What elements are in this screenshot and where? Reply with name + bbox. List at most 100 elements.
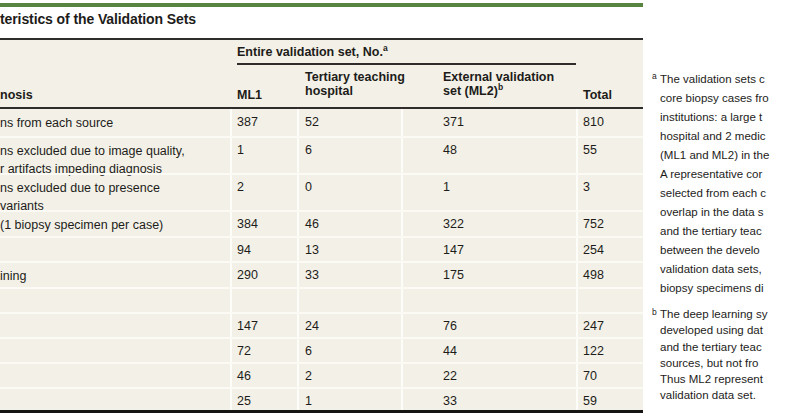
row-label: (1 biopsy specimen per case) [0, 217, 163, 235]
column-header-text: set (ML2) [443, 84, 498, 98]
cell-hospital: 33 [305, 268, 319, 282]
cell-hospital: 6 [305, 344, 312, 358]
footnote-line: institutions: a large t [660, 108, 800, 127]
cell-ml1: 94 [237, 243, 251, 257]
footnote-b-marker: b [652, 307, 657, 317]
cell-hospital: 46 [305, 217, 319, 231]
cell-hospital: 1 [305, 394, 312, 408]
span-header-entire-validation-set: Entire validation set, No.a [237, 45, 388, 59]
cell-ml2: 76 [443, 319, 457, 333]
cell-total: 3 [583, 180, 590, 194]
cell-ml1: 25 [237, 394, 251, 408]
cell-hospital: 13 [305, 243, 319, 257]
column-header-line: set (ML2)b [443, 84, 554, 98]
header-rule [0, 107, 643, 109]
table-accent-bar [0, 3, 643, 7]
table-row: (1 biopsy specimen per case) 384 46 322 … [0, 210, 643, 236]
footnote-a-marker: a [652, 71, 657, 81]
cell-hospital: 2 [305, 369, 312, 383]
footnote-line: and the tertiary teac [660, 222, 800, 241]
cell-hospital: 6 [305, 143, 312, 157]
column-header-total: Total [583, 88, 612, 102]
row-label: ining [0, 268, 26, 286]
cell-ml2: 322 [443, 217, 464, 231]
validation-sets-table: Entire validation set, No.a nosis ML1 Te… [0, 38, 643, 413]
column-header-external-ml2: External validation set (ML2)b [443, 70, 554, 98]
column-header-footnote-marker: b [498, 82, 503, 92]
column-header-ml1: ML1 [237, 88, 262, 102]
cell-total: 55 [583, 143, 597, 157]
cell-ml1: 384 [237, 217, 258, 231]
row-label-line: (1 biopsy specimen per case) [0, 217, 163, 235]
span-header-rule [237, 63, 576, 65]
footnote-b-text: The deep learning sy developed using dat… [660, 306, 800, 404]
table-row: ining 290 33 175 498 [0, 261, 643, 287]
row-label-line: ns from each source [0, 115, 113, 133]
cell-ml2: 147 [443, 243, 464, 257]
cell-ml2: 33 [443, 394, 457, 408]
table-row: 94 13 147 254 [0, 236, 643, 261]
paper-table-figure: teristics of the Validation Sets Entire … [0, 0, 800, 419]
footnote-line: The deep learning sy [660, 306, 800, 322]
column-header-tertiary-hospital: Tertiary teaching hospital [305, 70, 405, 98]
table-row: ns from each source 387 52 371 810 [0, 110, 643, 136]
footnote-line: The validation sets c [660, 70, 800, 89]
cell-ml2: 22 [443, 369, 457, 383]
table-row: ns excluded due to image quality, r arti… [0, 136, 643, 173]
footnote-line: (ML1 and ML2) in the [660, 146, 800, 165]
column-header-diagnosis: nosis [0, 88, 33, 102]
cell-hospital: 24 [305, 319, 319, 333]
row-label-line: ining [0, 268, 26, 286]
cell-ml1: 387 [237, 115, 258, 129]
footnote-line: A representative cor [660, 165, 800, 184]
cell-total: 70 [583, 369, 597, 383]
table-row: 72 6 44 122 [0, 337, 643, 362]
span-header-footnote-marker: a [383, 43, 388, 53]
footnote-line: selected from each c [660, 184, 800, 203]
footnote-line: validation data set. [660, 387, 800, 403]
row-label: ns from each source [0, 115, 113, 133]
cell-ml1: 72 [237, 344, 251, 358]
row-label-line: ns excluded due to presence [0, 180, 160, 198]
footnote-line: overlap in the data s [660, 203, 800, 222]
table-row: 46 2 22 70 [0, 362, 643, 387]
footnote-a: a The validation sets c core biopsy case… [652, 70, 800, 298]
footnote-a-text: The validation sets c core biopsy cases … [660, 70, 800, 298]
cell-ml2: 48 [443, 143, 457, 157]
table-title: teristics of the Validation Sets [0, 11, 196, 27]
cell-ml1: 1 [237, 143, 244, 157]
cell-total: 752 [583, 217, 604, 231]
cell-total: 498 [583, 268, 604, 282]
cell-ml2: 1 [443, 180, 450, 194]
cell-ml2: 371 [443, 115, 464, 129]
table-row: 147 24 76 247 [0, 312, 643, 337]
cell-total: 122 [583, 344, 604, 358]
cell-hospital: 0 [305, 180, 312, 194]
cell-ml1: 147 [237, 319, 258, 333]
footnote-line: validation data sets, [660, 260, 800, 279]
footnote-line: Thus ML2 represent [660, 371, 800, 387]
cell-ml2: 44 [443, 344, 457, 358]
cell-ml1: 46 [237, 369, 251, 383]
footnote-line: biopsy specimens di [660, 279, 800, 298]
column-header-line: hospital [305, 84, 405, 98]
footnote-line: core biopsy cases fro [660, 89, 800, 108]
footnote-b: b The deep learning sy developed using d… [652, 306, 800, 404]
cell-ml1: 2 [237, 180, 244, 194]
row-label-line: ns excluded due to image quality, [0, 143, 185, 161]
footnotes-panel: a The validation sets c core biopsy case… [652, 66, 800, 419]
cell-hospital: 52 [305, 115, 319, 129]
cell-total: 254 [583, 243, 604, 257]
table-row: 25 1 33 59 [0, 387, 643, 410]
cell-ml1: 290 [237, 268, 258, 282]
table-row-section [0, 287, 643, 312]
footnote-line: hospital and 2 medic [660, 127, 800, 146]
table-row: ns excluded due to presence variants 2 0… [0, 173, 643, 210]
cell-ml2: 175 [443, 268, 464, 282]
cell-total: 810 [583, 115, 604, 129]
span-header-text: Entire validation set, No. [237, 45, 383, 59]
footnote-line: and the tertiary teac [660, 339, 800, 355]
cell-total: 59 [583, 394, 597, 408]
footnote-line: sources, but not fro [660, 355, 800, 371]
cell-total: 247 [583, 319, 604, 333]
